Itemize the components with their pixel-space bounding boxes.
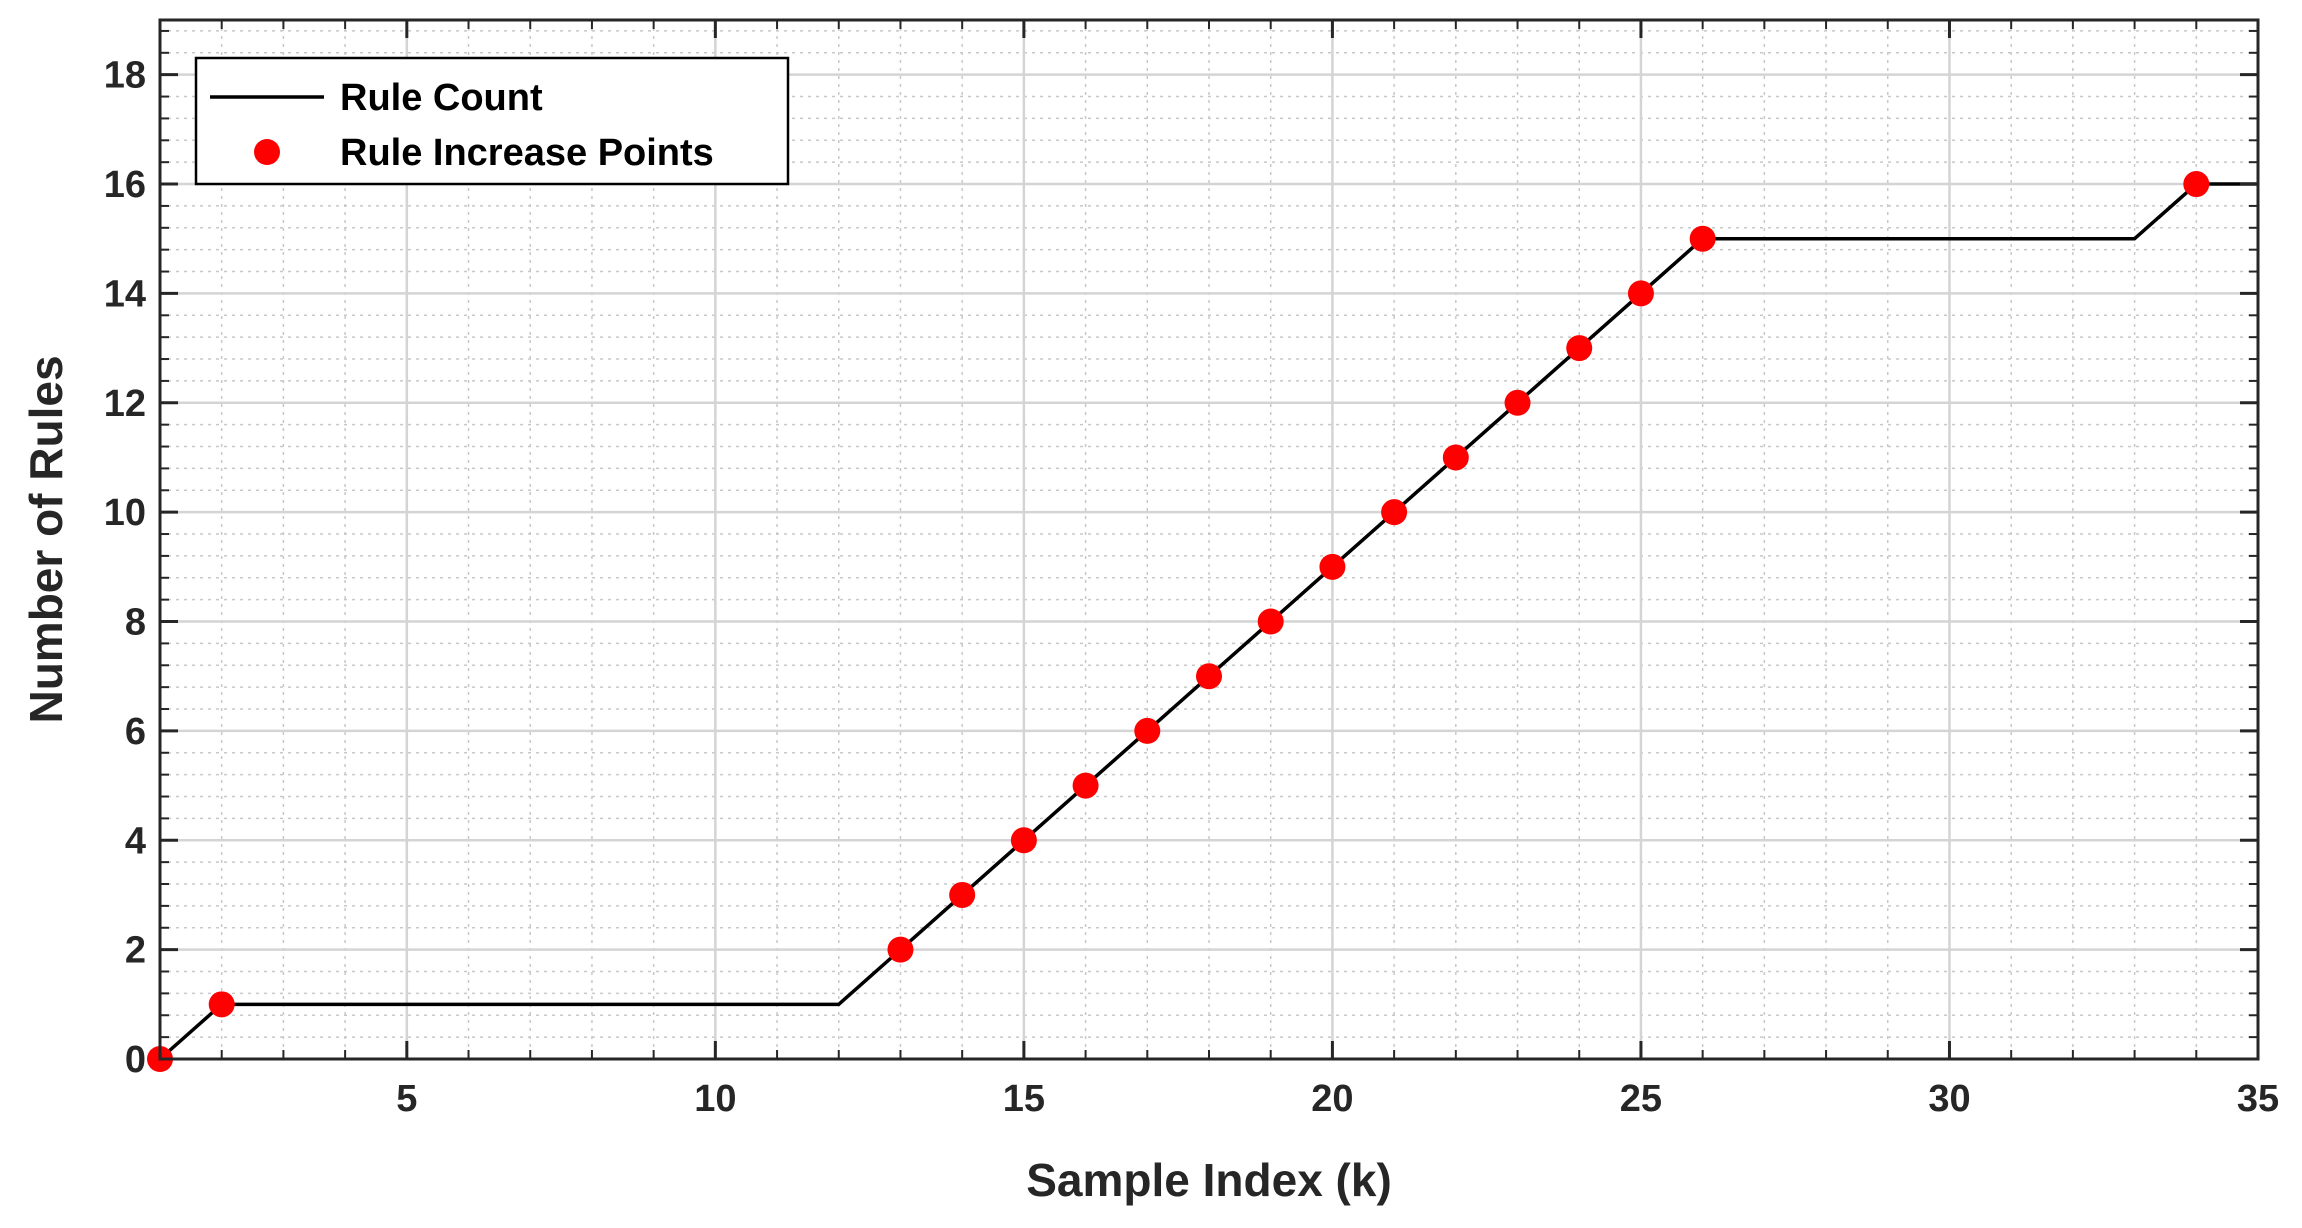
legend-label-rule-increase-points: Rule Increase Points xyxy=(340,132,714,174)
y-tick-label: 4 xyxy=(125,820,146,862)
rule-increase-point xyxy=(1504,389,1531,416)
rule-increase-point xyxy=(949,881,976,908)
legend-marker-swatch xyxy=(254,139,280,165)
rule-increase-point xyxy=(1627,280,1654,307)
x-tick-label: 5 xyxy=(396,1078,417,1120)
y-axis-label: Number of Rules xyxy=(20,355,72,723)
rule-increase-point xyxy=(1072,772,1099,799)
legend-label-rule-count: Rule Count xyxy=(340,77,543,119)
y-tick-label: 16 xyxy=(104,164,146,206)
x-axis-label: Sample Index (k) xyxy=(1026,1154,1392,1206)
legend-box xyxy=(194,56,790,186)
y-tick-labels: 0 2 4 6 8 10 12 14 16 18 xyxy=(104,55,146,1081)
x-tick-labels: 5 10 15 20 25 30 35 xyxy=(396,1078,2279,1120)
y-tick-label: 14 xyxy=(104,273,146,315)
axis-ticks xyxy=(160,20,2260,1061)
x-tick-label: 15 xyxy=(1003,1078,1045,1120)
rule-increase-point xyxy=(1566,335,1593,362)
rule-increase-point xyxy=(1319,553,1346,580)
rule-increase-point xyxy=(1196,663,1222,690)
x-tick-label: 25 xyxy=(1620,1078,1662,1120)
rule-increase-point xyxy=(208,991,235,1018)
y-tick-label: 8 xyxy=(125,602,146,644)
rule-increase-point xyxy=(1010,827,1037,854)
y-tick-label: 2 xyxy=(125,930,146,972)
y-tick-label: 0 xyxy=(125,1039,146,1081)
x-tick-label: 10 xyxy=(694,1078,736,1120)
rule-increase-points-series xyxy=(147,171,2210,1072)
minor-grid xyxy=(160,20,2258,1059)
rule-increase-point xyxy=(1257,608,1284,635)
y-tick-label: 6 xyxy=(125,711,146,753)
rule-increase-point xyxy=(2183,171,2210,198)
x-tick-label: 30 xyxy=(1928,1078,1970,1120)
y-tick-label: 18 xyxy=(104,55,146,97)
rule-increase-point xyxy=(1134,717,1161,744)
rule-increase-point xyxy=(1442,444,1469,471)
rule-increase-point xyxy=(1381,499,1408,526)
y-tick-label: 10 xyxy=(104,492,146,534)
y-tick-label: 12 xyxy=(104,383,146,425)
x-tick-label: 20 xyxy=(1311,1078,1353,1120)
rule-increase-point xyxy=(887,936,914,963)
legend: Rule Count Rule Increase Points xyxy=(194,56,790,186)
rule-increase-point xyxy=(1689,225,1716,252)
x-tick-label: 35 xyxy=(2237,1078,2279,1120)
